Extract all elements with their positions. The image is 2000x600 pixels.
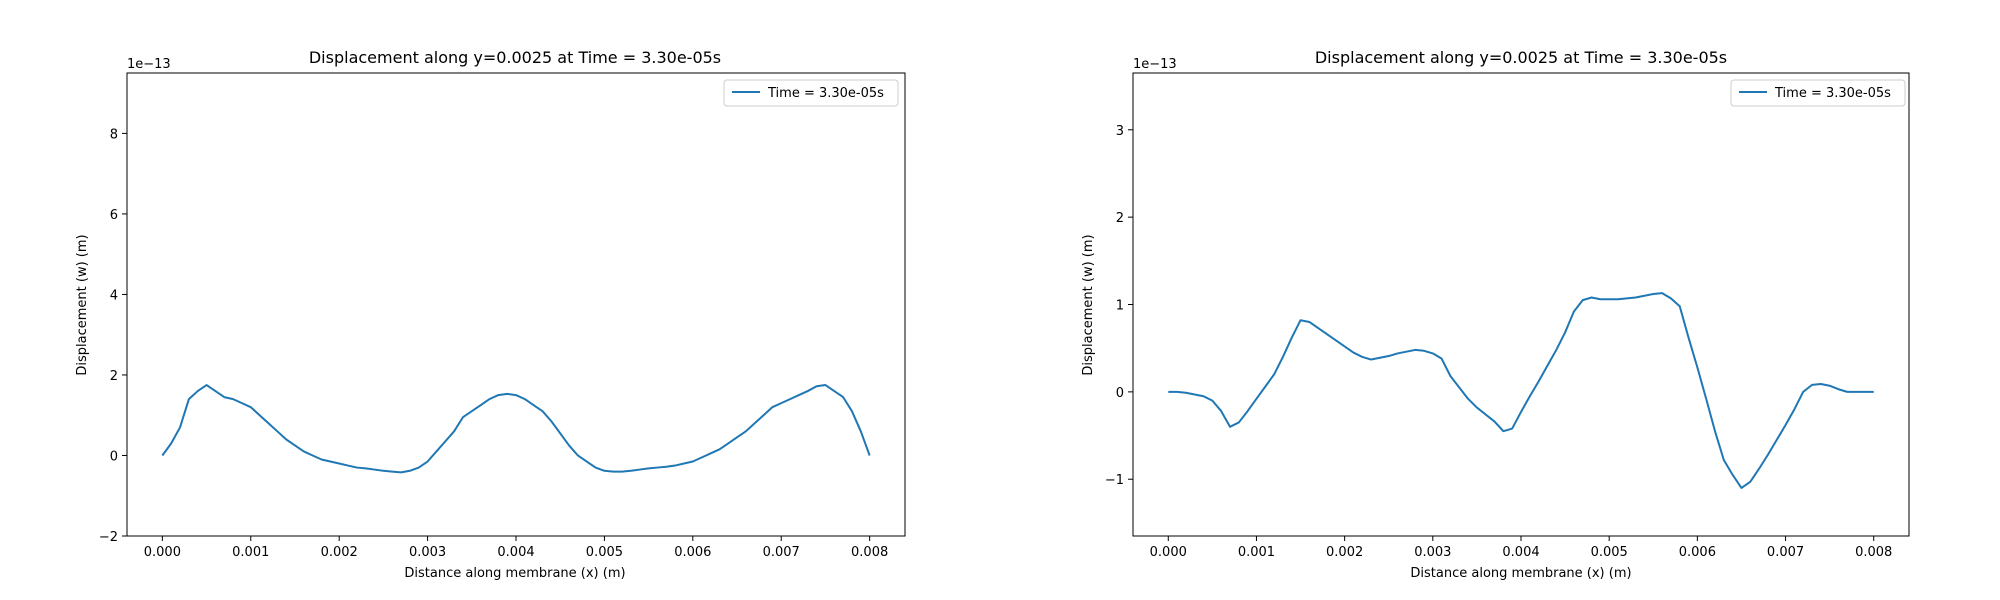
x-axis-label: Distance along membrane (x) (m) — [404, 566, 625, 581]
y-tick-label: 1 — [1116, 299, 1124, 314]
y-tick-label: −2 — [99, 530, 118, 545]
x-tick-label: 0.003 — [409, 545, 446, 560]
x-tick-label: 0.002 — [1326, 545, 1363, 560]
x-tick-label: 0.005 — [586, 545, 623, 560]
legend-label: Time = 3.30e-05s — [767, 86, 884, 101]
x-tick-label: 0.008 — [851, 545, 888, 560]
x-tick-label: 0.000 — [1150, 545, 1187, 560]
chart-title: Displacement along y=0.0025 at Time = 3.… — [1315, 48, 1727, 67]
x-tick-label: 0.003 — [1414, 545, 1451, 560]
y-tick-label: 2 — [1116, 211, 1124, 226]
y-offset-label: 1e−13 — [127, 57, 171, 72]
series-line — [1168, 292, 1874, 489]
y-tick-label: 2 — [110, 369, 118, 384]
plot-lines — [1168, 292, 1874, 489]
series-line — [161, 384, 871, 474]
x-axis-label: Distance along membrane (x) (m) — [1410, 566, 1631, 581]
y-tick-label: 8 — [110, 127, 118, 142]
y-ticks: −2 0 2 4 6 8 — [99, 127, 127, 545]
y-tick-label: −1 — [1105, 473, 1124, 488]
x-tick-label: 0.004 — [1502, 545, 1539, 560]
y-tick-label: 6 — [110, 208, 118, 223]
plot-lines — [161, 384, 871, 474]
x-tick-label: 0.002 — [321, 545, 358, 560]
y-tick-label: 3 — [1116, 124, 1124, 139]
x-tick-label: 0.005 — [1591, 545, 1628, 560]
y-tick-label: 4 — [110, 288, 118, 303]
chart-left: Displacement along y=0.0025 at Time = 3.… — [75, 48, 906, 581]
y-axis-label: Displacement (w) (m) — [75, 234, 90, 375]
plot-frame — [126, 72, 906, 537]
legend-box — [723, 79, 899, 107]
y-ticks: −1 0 1 2 3 — [1105, 124, 1133, 488]
x-tick-label: 0.000 — [144, 545, 181, 560]
x-ticks: 0.000 0.001 0.002 0.003 0.004 0.005 0.006 0.007… — [1150, 536, 1892, 560]
legend: Time = 3.30e-05s — [1730, 79, 1906, 107]
y-tick-label: 0 — [1116, 386, 1124, 401]
x-tick-label: 0.006 — [1679, 545, 1716, 560]
y-offset-label: 1e−13 — [1133, 57, 1177, 72]
x-tick-label: 0.001 — [1238, 545, 1275, 560]
x-tick-label: 0.006 — [674, 545, 711, 560]
legend: Time = 3.30e-05s — [723, 79, 899, 107]
x-tick-label: 0.008 — [1855, 545, 1892, 560]
legend-label: Time = 3.30e-05s — [1774, 86, 1891, 101]
plot-frame — [1132, 72, 1910, 537]
x-tick-label: 0.001 — [232, 545, 269, 560]
y-axis-label: Displacement (w) (m) — [1081, 234, 1096, 375]
chart-title: Displacement along y=0.0025 at Time = 3.… — [309, 48, 721, 67]
chart-right: Displacement along y=0.0025 at Time = 3.… — [1081, 48, 1910, 581]
x-tick-label: 0.004 — [497, 545, 534, 560]
y-tick-label: 0 — [110, 449, 118, 464]
x-tick-label: 0.007 — [763, 545, 800, 560]
x-tick-label: 0.007 — [1767, 545, 1804, 560]
legend-box — [1730, 79, 1906, 107]
x-ticks: 0.000 0.001 0.002 0.003 0.004 0.005 0.006 0.007… — [144, 536, 888, 560]
